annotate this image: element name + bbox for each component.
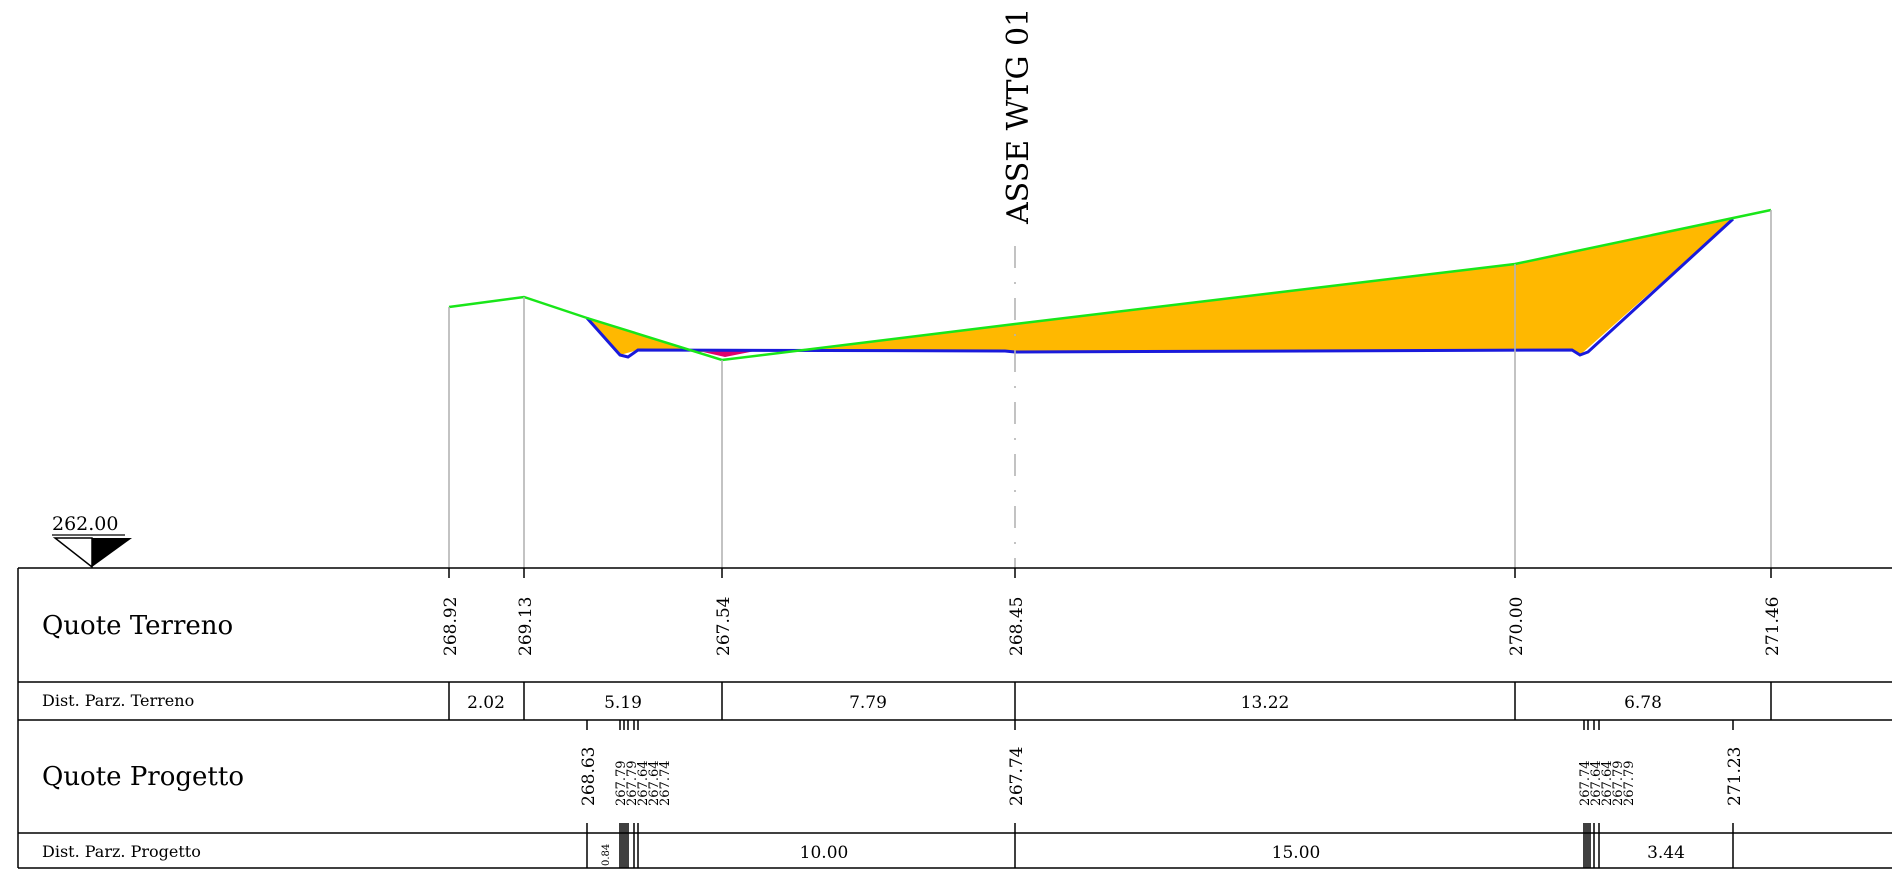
terrain-distance: 13.22: [1241, 693, 1290, 713]
terrain-elevation: 268.45: [1007, 597, 1027, 656]
terrain-elevation: 269.13: [516, 597, 536, 656]
design-elevation: 267.64: [1589, 761, 1604, 807]
data-table: [17, 567, 1892, 869]
terrain-distance: 5.19: [604, 693, 642, 713]
datum-triangle-left: [52, 537, 93, 569]
row-header-quote-terreno: Quote Terreno: [42, 611, 233, 641]
terrain-elevation-labels: 268.92 269.13 267.54 268.45 270.00 271.4…: [441, 597, 1783, 656]
design-elevation: 267.79: [614, 761, 629, 807]
design-distance: 15.00: [1272, 843, 1321, 863]
datum-marker: 262.00: [52, 513, 132, 569]
design-distance: 10.00: [800, 843, 849, 863]
design-elevation: 271.23: [1725, 747, 1745, 806]
design-elevation: 267.64: [647, 761, 662, 807]
terrain-elevation: 271.46: [1763, 597, 1783, 656]
design-distance: 0.84: [601, 844, 612, 866]
terrain-elevation: 270.00: [1507, 597, 1527, 656]
design-elevation: 267.79: [1611, 761, 1626, 807]
terrain-distance: 2.02: [467, 693, 505, 713]
terrain-distance: 7.79: [849, 693, 887, 713]
terrain-elevation: 267.54: [714, 597, 734, 656]
axis-label: ASSE WTG 01: [1001, 8, 1036, 225]
design-distance-labels: 0.84 10.00 15.00 3.44: [601, 843, 1685, 866]
terrain-elevation: 268.92: [441, 597, 461, 656]
design-elevation: 267.74: [1007, 747, 1027, 806]
row-header-dist-parz-progetto: Dist. Parz. Progetto: [42, 842, 201, 861]
design-elevation: 267.64: [636, 761, 651, 807]
section-profile: [448, 208, 1772, 362]
datum-triangle-right: [92, 538, 132, 567]
design-elevation: 267.74: [1578, 761, 1593, 807]
terrain-distance-labels: 2.02 5.19 7.79 13.22 6.78: [467, 693, 1662, 713]
design-elevation: 268.63: [579, 747, 599, 806]
design-distance: 3.44: [1647, 843, 1685, 863]
design-elevation: 267.74: [658, 761, 673, 807]
cut-fill-area: [587, 219, 1733, 355]
datum-label: 262.00: [52, 513, 118, 535]
row-header-dist-parz-terreno: Dist. Parz. Terreno: [42, 691, 194, 710]
row-header-quote-progetto: Quote Progetto: [42, 762, 244, 792]
design-elevation-labels: 268.63 267.79 267.79 267.64 267.64 267.7…: [579, 747, 1745, 806]
design-elevation: 267.64: [1600, 761, 1615, 807]
design-elevation: 267.79: [625, 761, 640, 807]
terrain-distance: 6.78: [1624, 693, 1662, 713]
terrain-guides: [448, 210, 1772, 568]
design-elevation: 267.79: [1622, 761, 1637, 807]
design-profile-line: [585, 217, 1735, 359]
